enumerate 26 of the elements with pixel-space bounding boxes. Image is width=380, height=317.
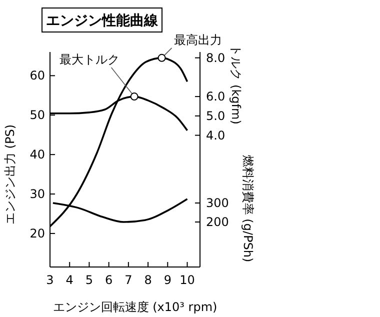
y3-tick-label: 300 (206, 196, 229, 210)
y2-tick-label: 5.0 (206, 108, 226, 123)
x-tick-label: 9 (164, 273, 172, 287)
y3-tick-label: 200 (206, 214, 229, 229)
x-tick-label: 8 (144, 273, 152, 287)
x-tick-label: 10 (180, 273, 195, 287)
y2-tick-label: 4.0 (206, 128, 226, 142)
text: 最高出力 (174, 32, 222, 47)
y2-tick-label: 8.0 (206, 50, 226, 65)
y-tick-label: 30 (30, 187, 45, 202)
y3-axis-title: 燃料消費率 (g/PSh) (241, 154, 255, 262)
x-tick-label: 4 (66, 273, 74, 287)
y2-tick-label: 6.0 (206, 90, 226, 104)
y-tick-label: 20 (30, 226, 45, 240)
y-axis-title: エンジン出力 (PS) (3, 124, 17, 225)
x-tick-label: 3 (46, 273, 54, 287)
x-tick-label: 6 (105, 273, 113, 287)
x-axis-title: エンジン回転速度 (x10³ rpm) (52, 300, 218, 314)
chart-title: エンジン性能曲線 (46, 13, 159, 29)
x-tick-label: 7 (124, 273, 132, 287)
x-tick-label: 5 (85, 273, 94, 287)
y-tick-label: 60 (30, 68, 45, 83)
y2-axis-title: トルク (kgfm) (229, 44, 243, 124)
annotation: 最大トルク (59, 52, 120, 67)
y-tick-label: 50 (30, 108, 45, 122)
y-tick-label: 40 (30, 148, 45, 162)
